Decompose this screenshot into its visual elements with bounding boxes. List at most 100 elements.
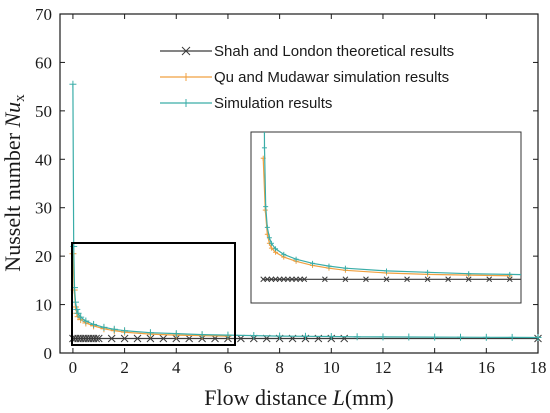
inset-series-2-point <box>268 245 274 251</box>
legend-marker-3 <box>182 99 190 107</box>
x-tick-label: 10 <box>323 358 340 377</box>
inset-series-1-point <box>289 276 295 283</box>
series-3-point <box>90 320 98 328</box>
inset-series-1-point <box>285 276 291 283</box>
series-3-point <box>172 330 180 338</box>
series-3-point <box>77 313 85 321</box>
inset-series-3-point <box>466 271 472 277</box>
inset-series-1-point <box>424 276 431 283</box>
series-3-point <box>431 333 439 341</box>
inset-series-3-point <box>326 263 332 269</box>
legend-marker-1 <box>181 46 191 56</box>
x-tick-label: 4 <box>172 358 181 377</box>
inset-series-1-point <box>342 276 349 283</box>
inset-series-1-point <box>404 276 410 283</box>
inset-series-3-point <box>425 269 431 275</box>
x-tick-label: 2 <box>120 358 129 377</box>
inset-frame <box>250 131 522 304</box>
inset-series-3-point <box>281 251 287 257</box>
series-1-point <box>107 334 116 343</box>
series-1-point <box>120 334 129 343</box>
y-tick-label: 60 <box>35 53 52 72</box>
x-tick-label: 6 <box>224 358 233 377</box>
inset-series-3-point <box>293 256 299 262</box>
series-3-point <box>100 323 108 331</box>
y-tick-label: 10 <box>35 296 52 315</box>
series-1-point <box>133 334 142 343</box>
series-1-point <box>237 334 245 343</box>
inset-series-1-point <box>272 276 279 283</box>
series-3-point <box>276 332 284 340</box>
inset-series-3-point <box>261 145 267 151</box>
inset-series-3-point <box>266 235 272 241</box>
series-1-point <box>146 334 155 343</box>
series-3-point <box>508 333 516 341</box>
y-tick-label: 70 <box>35 5 52 24</box>
inset-series-3-point <box>264 224 270 230</box>
series-layer <box>69 80 542 343</box>
series-3-point <box>121 327 129 335</box>
y-tick-label: 0 <box>44 344 53 363</box>
inset-series-3-point <box>263 204 269 210</box>
series-3-point <box>301 332 309 340</box>
series-3-point <box>74 309 82 317</box>
series-1-point <box>159 334 168 343</box>
series-3-point <box>405 333 413 341</box>
inset-series-3-point <box>310 260 316 266</box>
series-3-point <box>534 334 542 342</box>
axis-ticks: 0 2 4 6 8 10 12 14 16 18 0 10 20 30 40 50 60 70 <box>35 5 547 377</box>
x-tick-label: 18 <box>530 358 547 377</box>
y-tick-label: 50 <box>35 102 52 121</box>
inset-series-3-point <box>384 268 389 274</box>
inset-series-1-point <box>383 276 390 283</box>
inset-series-1-point <box>293 276 299 283</box>
inset-series-1-point <box>506 276 513 283</box>
inset-series-1-point <box>268 276 275 283</box>
series-3-point <box>456 333 464 341</box>
inset-plot <box>260 132 521 283</box>
series-1-point <box>92 334 101 343</box>
series-3-point <box>110 325 118 333</box>
series-3-point <box>379 333 387 341</box>
inset-series-3-point <box>507 271 513 277</box>
series-3-point <box>327 333 335 341</box>
inset-series-1-point <box>276 276 283 283</box>
x-tick-label: 12 <box>374 358 391 377</box>
x-tick-label: 8 <box>275 358 284 377</box>
inset-series-1-point <box>445 276 451 283</box>
x-tick-label: 16 <box>478 358 495 377</box>
y-axis-label: Nusselt number Nux <box>0 94 28 272</box>
inset-series-1-point <box>486 276 493 283</box>
y-tick-label: 30 <box>35 199 52 218</box>
series-3-point <box>146 329 154 337</box>
series-3-point <box>224 331 232 339</box>
series-3-point <box>82 317 90 325</box>
inset-series-3-point <box>268 240 274 246</box>
x-tick-label: 14 <box>426 358 444 377</box>
inset-series-1-point <box>301 276 308 283</box>
inset-series-line-3 <box>263 132 521 276</box>
inset-series-1-point <box>363 276 369 283</box>
inset-series-1-point <box>297 276 304 283</box>
series-3-point <box>72 298 80 306</box>
series-3-point <box>198 331 206 339</box>
series-1-point <box>185 334 194 343</box>
zoom-region-box <box>71 242 236 346</box>
inset-series-3-point <box>342 265 348 271</box>
legend-marker-2 <box>182 73 190 81</box>
inset-series-3-point <box>273 246 279 252</box>
series-3-point <box>69 80 77 88</box>
inset-series-layer <box>260 132 521 283</box>
series-3-point <box>250 332 258 340</box>
legend-label-3: Simulation results <box>214 95 332 112</box>
y-tick-label: 40 <box>35 150 52 169</box>
series-3-point <box>353 333 361 341</box>
legend-label-2: Qu and Mudawar simulation results <box>214 69 449 86</box>
series-3-point <box>482 333 490 341</box>
series-3-point <box>73 305 81 313</box>
y-tick-label: 20 <box>35 247 52 266</box>
inset-series-1-point <box>465 276 472 283</box>
series-line-3 <box>72 84 539 339</box>
x-tick-label: 0 <box>69 358 78 377</box>
x-axis-label: Flow distance L(mm) <box>204 385 393 410</box>
